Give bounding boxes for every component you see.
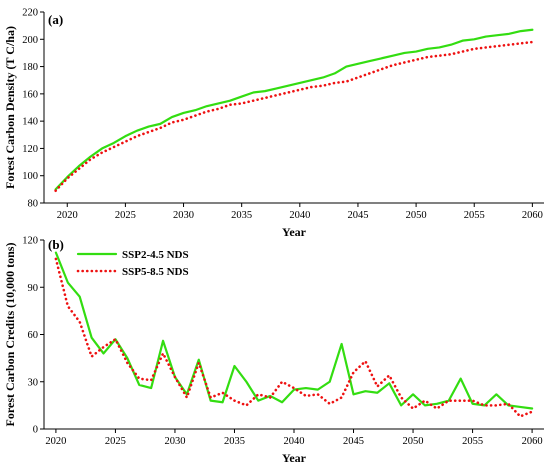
y-tick-label: 140 xyxy=(22,117,38,128)
x-tick-label: 2030 xyxy=(173,210,194,221)
y-tick-label: 100 xyxy=(22,171,38,182)
x-axis-title: Year xyxy=(282,451,307,465)
series-line-1 xyxy=(54,251,534,410)
x-tick-label: 2035 xyxy=(224,436,245,447)
x-tick-label: 2025 xyxy=(105,436,126,447)
x-tick-label: 2025 xyxy=(115,210,136,221)
y-axis-title: Forest Carbon Density (T C/ha) xyxy=(3,26,17,189)
x-tick-label: 2035 xyxy=(231,210,252,221)
series-line-1 xyxy=(54,28,534,191)
x-tick-label: 2040 xyxy=(289,210,310,221)
y-axis-title: Forest Carbon Credits (10,000 tons) xyxy=(3,243,17,427)
x-tick-label: 2040 xyxy=(284,436,305,447)
panel-label: (b) xyxy=(48,237,64,252)
y-tick-label: 0 xyxy=(33,425,38,436)
legend-label-2: SSP5-8.5 NDS xyxy=(122,266,189,278)
panel-label: (a) xyxy=(48,12,63,27)
x-tick-label: 2050 xyxy=(406,210,427,221)
y-tick-label: 30 xyxy=(28,377,39,388)
y-tick-label: 60 xyxy=(28,330,39,341)
y-tick-label: 200 xyxy=(22,35,38,46)
x-tick-label: 2060 xyxy=(522,210,543,221)
series-line-2 xyxy=(54,257,534,418)
x-tick-label: 2055 xyxy=(462,436,483,447)
x-tick-label: 2020 xyxy=(45,436,66,447)
y-tick-label: 160 xyxy=(22,89,38,100)
panel-a: 80 100 120 140 160 180 200 220 2020 2025 2030 2035 2… xyxy=(3,8,544,239)
y-tick-label: 220 xyxy=(22,8,38,19)
y-tick-label: 80 xyxy=(28,199,39,210)
y-tick-label: 180 xyxy=(22,62,38,73)
x-tick-label: 2055 xyxy=(464,210,485,221)
y-tick-label: 90 xyxy=(28,283,39,294)
y-tick-label: 120 xyxy=(22,236,38,247)
y-tick-label: 120 xyxy=(22,144,38,155)
legend-label-1: SSP2-4.5 NDS xyxy=(122,249,189,261)
series-line-2 xyxy=(54,40,534,193)
x-axis-title: Year xyxy=(282,225,307,239)
x-tick-label: 2045 xyxy=(347,210,368,221)
x-tick-label: 2045 xyxy=(343,436,364,447)
x-tick-label: 2050 xyxy=(403,436,424,447)
x-tick-label: 2060 xyxy=(522,436,543,447)
x-tick-label: 2020 xyxy=(57,210,78,221)
x-tick-label: 2030 xyxy=(164,436,185,447)
panel-b: 0 30 60 90 120 2020 2025 2030 2035 2040 2045 2050 20… xyxy=(3,236,544,465)
